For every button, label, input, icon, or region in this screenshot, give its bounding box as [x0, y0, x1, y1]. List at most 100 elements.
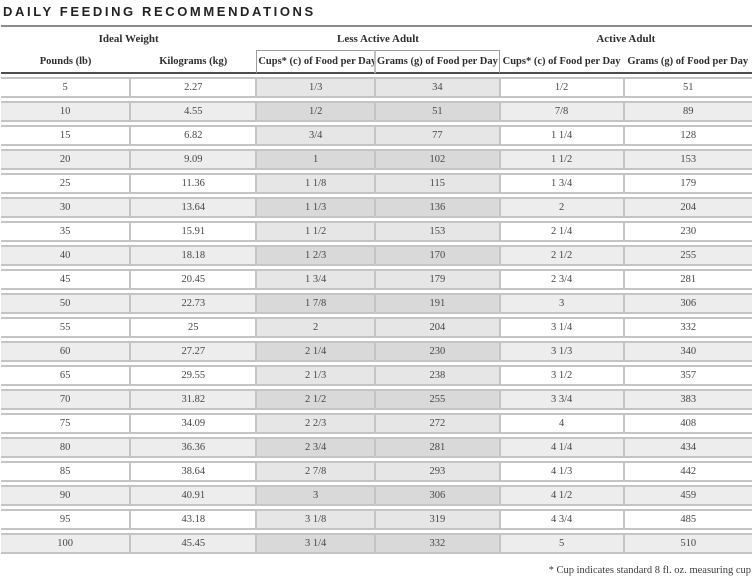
table-row: 55 25 2 204 3 1/4 332: [1, 317, 752, 338]
cell: 255: [374, 389, 500, 410]
cell: 100: [1, 533, 131, 554]
table-row: 25 11.36 1 1/8 115 1 3/4 179: [1, 173, 752, 194]
column-header-active-grams: Grams (g) of Food per Day: [623, 50, 752, 74]
cell: 281: [623, 269, 752, 290]
cell: 459: [623, 485, 752, 506]
group-header-active-adult: Active Adult: [596, 33, 656, 45]
table-row: 15 6.82 3/4 77 1 1/4 128: [1, 125, 752, 146]
cell: 255: [623, 245, 752, 266]
cell: 40.91: [130, 485, 257, 506]
cell: 4: [499, 413, 624, 434]
cell: 50: [1, 293, 131, 314]
cell: 55: [1, 317, 131, 338]
cell: 3 1/2: [499, 365, 624, 386]
cell: 136: [374, 197, 500, 218]
cell: 4 3/4: [499, 509, 624, 530]
cell: 1 3/4: [499, 173, 624, 194]
cell: 5: [499, 533, 624, 554]
cell: 332: [374, 533, 500, 554]
cell: 95: [1, 509, 131, 530]
cell: 1 1/4: [499, 125, 624, 146]
cell: 22.73: [130, 293, 257, 314]
table-body: 5 2.27 1/3 34 1/2 51 10 4.55 1/2 51 7/8 89 15 6.82 3/4…: [1, 77, 752, 554]
table-header: Ideal Weight Less Active Adult Active Ad…: [1, 31, 752, 74]
cell: 4 1/3: [499, 461, 624, 482]
cell: 153: [374, 221, 500, 242]
cell: 485: [623, 509, 752, 530]
table-row: 20 9.09 1 102 1 1/2 153: [1, 149, 752, 170]
cell: 20: [1, 149, 131, 170]
cell: 1 2/3: [256, 245, 375, 266]
cell: 1/2: [256, 101, 375, 122]
cell: 7/8: [499, 101, 624, 122]
cell: 3/4: [256, 125, 375, 146]
cell: 357: [623, 365, 752, 386]
column-header-pounds: Pounds (lb): [1, 50, 131, 74]
cell: 2 1/4: [499, 221, 624, 242]
cell: 51: [623, 77, 752, 98]
cell: 3: [256, 485, 375, 506]
cell: 90: [1, 485, 131, 506]
cell: 25: [1, 173, 131, 194]
cell: 10: [1, 101, 131, 122]
cell: 11.36: [130, 173, 257, 194]
cell: 85: [1, 461, 131, 482]
cell: 15.91: [130, 221, 257, 242]
column-header-less-active-cups: Cups* (c) of Food per Day: [256, 50, 375, 74]
cell: 510: [623, 533, 752, 554]
cell: 3 1/4: [256, 533, 375, 554]
cell: 2 1/3: [256, 365, 375, 386]
cell: 230: [623, 221, 752, 242]
cell: 102: [374, 149, 500, 170]
group-header-less-active-adult: Less Active Adult: [337, 33, 419, 45]
cell: 77: [374, 125, 500, 146]
cup-footnote: * Cup indicates standard 8 fl. oz. measu…: [548, 565, 751, 576]
cell: 51: [374, 101, 500, 122]
table-row: 95 43.18 3 1/8 319 4 3/4 485: [1, 509, 752, 530]
cell: 281: [374, 437, 500, 458]
cell: 332: [623, 317, 752, 338]
cell: 179: [623, 173, 752, 194]
table-row: 75 34.09 2 2/3 272 4 408: [1, 413, 752, 434]
cell: 1 1/2: [499, 149, 624, 170]
cell: 319: [374, 509, 500, 530]
cell: 2 1/2: [499, 245, 624, 266]
table-row: 80 36.36 2 3/4 281 4 1/4 434: [1, 437, 752, 458]
title-rule: [1, 25, 752, 27]
cell: 70: [1, 389, 131, 410]
column-header-row: Pounds (lb) Kilograms (kg) Cups* (c) of …: [1, 50, 752, 74]
cell: 1 7/8: [256, 293, 375, 314]
table-row: 30 13.64 1 1/3 136 2 204: [1, 197, 752, 218]
cell: 35: [1, 221, 131, 242]
cell: 434: [623, 437, 752, 458]
cell: 2 7/8: [256, 461, 375, 482]
table-row: 5 2.27 1/3 34 1/2 51: [1, 77, 752, 98]
cell: 2: [256, 317, 375, 338]
cell: 29.55: [130, 365, 257, 386]
cell: 2.27: [130, 77, 257, 98]
table-row: 45 20.45 1 3/4 179 2 3/4 281: [1, 269, 752, 290]
group-header-row: Ideal Weight Less Active Adult Active Ad…: [1, 31, 752, 47]
cell: 34: [374, 77, 500, 98]
column-header-active-cups: Cups* (c) of Food per Day: [499, 50, 624, 74]
cell: 383: [623, 389, 752, 410]
cell: 38.64: [130, 461, 257, 482]
cell: 128: [623, 125, 752, 146]
column-header-kilograms: Kilograms (kg): [130, 50, 257, 74]
cell: 4 1/2: [499, 485, 624, 506]
cell: 408: [623, 413, 752, 434]
cell: 65: [1, 365, 131, 386]
cell: 40: [1, 245, 131, 266]
cell: 2 1/4: [256, 341, 375, 362]
cell: 1/2: [499, 77, 624, 98]
cell: 4.55: [130, 101, 257, 122]
cell: 2 1/2: [256, 389, 375, 410]
cell: 115: [374, 173, 500, 194]
cell: 272: [374, 413, 500, 434]
cell: 1 1/2: [256, 221, 375, 242]
cell: 80: [1, 437, 131, 458]
cell: 230: [374, 341, 500, 362]
cell: 89: [623, 101, 752, 122]
cell: 191: [374, 293, 500, 314]
cell: 170: [374, 245, 500, 266]
